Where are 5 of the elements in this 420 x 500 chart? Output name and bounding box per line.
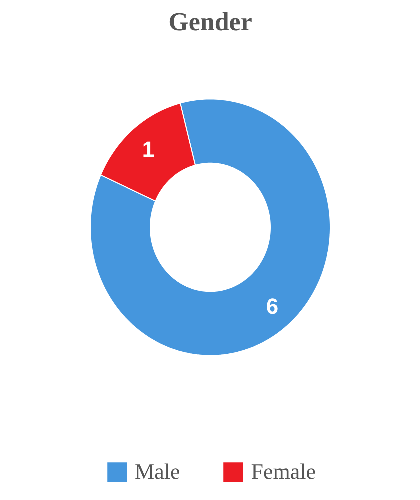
legend-label: Female (251, 459, 316, 485)
chart-title: Gender (168, 8, 252, 36)
data-label: 1 (142, 137, 155, 162)
data-label: 6 (266, 294, 279, 319)
legend-label: Male (135, 459, 180, 485)
